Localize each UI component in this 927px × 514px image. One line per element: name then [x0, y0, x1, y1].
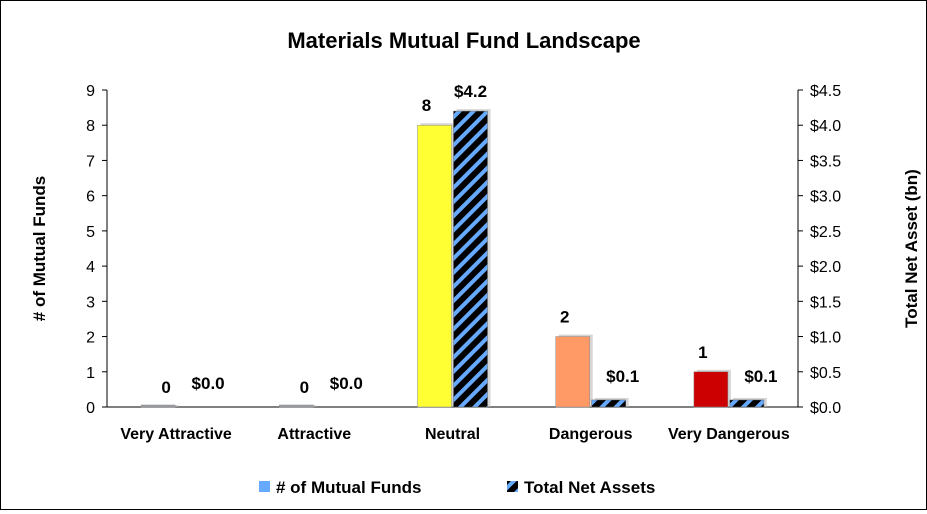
legend-label-total-net-assets: Total Net Assets: [524, 478, 655, 497]
bar-mutual-funds: [555, 336, 590, 408]
y-tick-label-left: 9: [86, 83, 95, 100]
y-tick-label-left: 5: [86, 224, 95, 241]
bar-mutual-funds: [417, 124, 452, 408]
chart-title: Materials Mutual Fund Landscape: [287, 28, 640, 53]
y-tick-label-right: $3.5: [810, 153, 841, 170]
y-tick-label-right: $4.0: [810, 118, 841, 135]
data-label-total-net-assets: $0.0: [330, 374, 363, 393]
bar-mutual-funds: [140, 404, 176, 408]
y-tick-label-left: 2: [86, 330, 95, 347]
y-tick-label-left: 0: [86, 400, 95, 417]
x-tick-label: Neutral: [425, 426, 480, 443]
y-tick-label-right: $0.0: [810, 400, 841, 417]
data-label-total-net-assets: $0.0: [192, 374, 225, 393]
y-tick-label-left: 4: [86, 259, 95, 276]
plot-area: 0 1 2 3 4 5 6 7 8 9 $0.0 $0.5 $1.0 $1.5 $2.0 $2.5 $3.0 $3…: [86, 82, 841, 443]
bar-total-net-assets: [729, 399, 765, 408]
x-tick-label: Very Attractive: [120, 426, 232, 443]
data-label-mutual-funds: 1: [698, 343, 707, 362]
bar-mutual-funds: [693, 371, 729, 408]
y-tick-label-left: 1: [86, 365, 95, 382]
data-label-mutual-funds: 0: [300, 378, 309, 397]
y-tick-label-left: 6: [86, 189, 95, 206]
bar-total-net-assets: [591, 399, 626, 408]
data-label-mutual-funds: 2: [560, 308, 569, 327]
y-tick-label-right: $4.5: [810, 83, 841, 100]
data-label-mutual-funds: 0: [161, 378, 170, 397]
y-tick-label-right: $2.5: [810, 224, 841, 241]
y-tick-label-right: $2.0: [810, 259, 841, 276]
y-tick-label-right: $1.0: [810, 330, 841, 347]
legend-swatch-mutual-funds: [259, 481, 270, 492]
legend: # of Mutual Funds Total Net Assets: [259, 478, 655, 497]
legend-swatch-total-net-assets: [507, 481, 518, 492]
y-axis-title-right: Total Net Asset (bn): [902, 169, 921, 328]
x-tick-label: Dangerous: [549, 426, 633, 443]
bar-total-net-assets: [453, 110, 488, 408]
x-tick-label: Attractive: [277, 426, 351, 443]
y-axis-title-left: # of Mutual Funds: [30, 176, 49, 321]
y-axis-title-left-text: # of Mutual Funds: [30, 176, 49, 321]
y-tick-label-right: $0.5: [810, 365, 841, 382]
y-tick-label-right: $3.0: [810, 189, 841, 206]
legend-label-mutual-funds: # of Mutual Funds: [276, 478, 421, 497]
y-tick-label-left: 8: [86, 118, 95, 135]
x-tick-label: Very Dangerous: [668, 426, 790, 443]
y-tick-label-left: 7: [86, 153, 95, 170]
y-tick-label-right: $1.5: [810, 294, 841, 311]
data-label-mutual-funds: 8: [422, 96, 431, 115]
y-axis-title-right-text: Total Net Asset (bn): [902, 169, 921, 328]
data-label-total-net-assets: $0.1: [744, 367, 777, 386]
data-label-total-net-assets: $4.2: [454, 82, 487, 101]
bar-mutual-funds: [279, 404, 314, 408]
y-tick-label-left: 3: [86, 294, 95, 311]
data-label-total-net-assets: $0.1: [606, 367, 639, 386]
